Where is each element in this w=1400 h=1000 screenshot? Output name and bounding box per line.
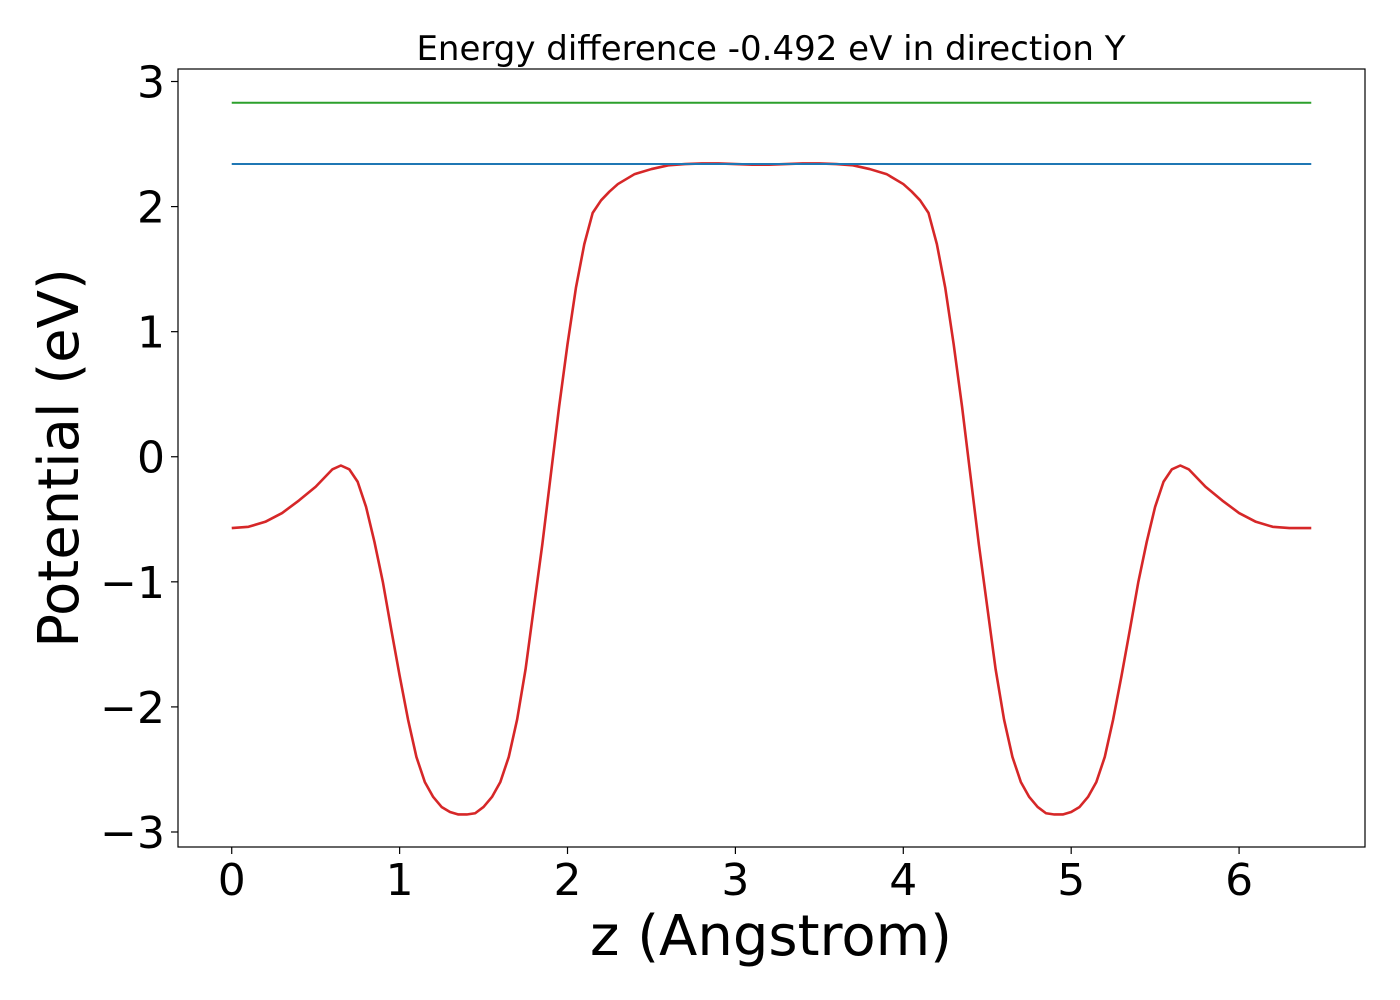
- x-tick-label: 3: [721, 855, 749, 906]
- x-axis-label: z (Angstrom): [590, 904, 952, 969]
- y-axis-ticks: −3 −2 −1 0 1 2 3: [100, 58, 178, 859]
- y-axis-label: Potential (eV): [27, 268, 92, 648]
- series-layer: [231, 101, 1312, 816]
- y-tick-label: 0: [137, 433, 165, 484]
- x-tick-label: 0: [218, 855, 246, 906]
- x-tick-label: 4: [889, 855, 917, 906]
- y-tick-label: 3: [137, 58, 165, 109]
- y-tick-label: −3: [100, 808, 165, 859]
- x-axis-ticks: 0 1 2 3 4 5 6: [218, 847, 1253, 906]
- plot-area: [177, 68, 1366, 848]
- chart-title: Energy difference -0.492 eV in direction…: [416, 29, 1125, 69]
- y-tick-label: −1: [100, 558, 165, 609]
- x-tick-label: 6: [1225, 855, 1253, 906]
- y-tick-label: −2: [100, 683, 165, 734]
- y-tick-label: 1: [137, 308, 165, 359]
- y-tick-label: 2: [137, 183, 165, 234]
- plot-frame: [177, 68, 1366, 848]
- series-line-1: [231, 162, 1312, 816]
- x-tick-label: 2: [554, 855, 582, 906]
- x-tick-label: 5: [1057, 855, 1085, 906]
- x-tick-label: 1: [386, 855, 414, 906]
